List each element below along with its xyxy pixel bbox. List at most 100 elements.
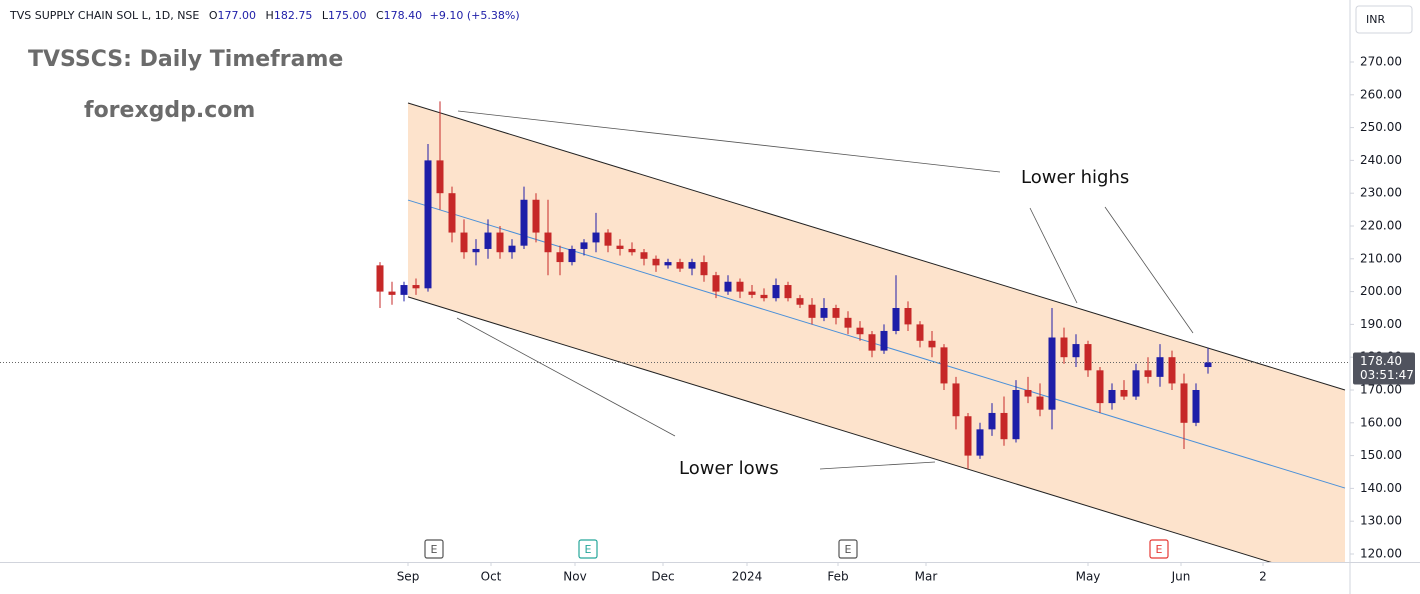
candle-body (940, 347, 948, 384)
pointer (456, 317, 676, 437)
candle-body (460, 232, 468, 253)
candle-body (1180, 383, 1188, 423)
candle-body (784, 285, 792, 299)
y-tick-label: 250.00 (1360, 120, 1402, 134)
ohlc-key: L (321, 9, 328, 22)
y-tick-label: 210.00 (1360, 251, 1402, 265)
y-tick-label: 170.00 (1360, 382, 1402, 396)
candle-body (520, 199, 528, 246)
candle-body (796, 298, 804, 305)
event-badge (1149, 539, 1169, 559)
candle-body (832, 307, 840, 318)
candle-body (604, 232, 612, 246)
candle-body (916, 324, 924, 341)
candle-body (820, 307, 828, 318)
symbol: TVS SUPPLY CHAIN SOL L, 1D, NSE (10, 9, 200, 22)
pointer (819, 461, 936, 470)
candle-body (496, 232, 504, 253)
event-label: E (1156, 543, 1163, 556)
candle-body (1156, 357, 1164, 377)
y-tick-label: 160.00 (1360, 415, 1402, 429)
candle-body (904, 307, 912, 325)
channel-layer (0, 102, 1350, 586)
candle-body (1072, 344, 1080, 358)
price-tag-value: 178.40 (1360, 354, 1402, 368)
candle-body (628, 248, 636, 253)
y-tick-label: 200.00 (1360, 284, 1402, 298)
candle-body (532, 199, 540, 233)
currency-button[interactable] (1355, 5, 1413, 34)
y-tick-label: 240.00 (1360, 153, 1402, 167)
x-tick-label: Mar (915, 570, 938, 584)
candle-body (892, 307, 900, 331)
candle-body (1192, 389, 1200, 423)
time-axis (0, 562, 1350, 594)
candle-body (1132, 370, 1140, 397)
chart-subtitle: forexgdp.com (84, 98, 255, 123)
candle-body (412, 285, 420, 289)
y-tick-label: 190.00 (1360, 317, 1402, 331)
candle-body (700, 262, 708, 276)
candle-body (388, 291, 396, 295)
ohlc-value: 182.75 (273, 9, 313, 22)
candle-body (568, 248, 576, 263)
candle-body (976, 429, 984, 456)
price-tag (1353, 352, 1415, 385)
price-axis (1350, 0, 1420, 594)
y-tick-label: 140.00 (1360, 481, 1402, 495)
candle-body (1168, 357, 1176, 384)
candle-body (748, 291, 756, 295)
x-tick-label: Sep (397, 570, 420, 584)
ohlc-key: O (208, 9, 218, 22)
candle-body (880, 330, 888, 351)
annotation: Lower lows (679, 458, 779, 479)
candle-body (448, 193, 456, 233)
candle-body (1024, 389, 1032, 397)
candle-body (1048, 337, 1056, 410)
event-badge (424, 539, 444, 559)
event-label: E (845, 543, 852, 556)
candle-body (964, 416, 972, 456)
candle-body (724, 281, 732, 292)
price-tag-timer: 03:51:47 (1360, 368, 1414, 382)
candle-body (400, 285, 408, 295)
candle-body (1096, 370, 1104, 404)
event-badge (838, 539, 858, 559)
candle-body (736, 281, 744, 292)
candle-body (640, 252, 648, 259)
x-tick-label: 2024 (732, 570, 763, 584)
candle-body (1012, 389, 1020, 440)
legend-header: TVS SUPPLY CHAIN SOL L, 1D, NSE O177.00 … (10, 9, 520, 22)
y-tick-label: 220.00 (1360, 218, 1402, 232)
ohlc-value: 177.00 (217, 9, 257, 22)
y-tick-label: 150.00 (1360, 448, 1402, 462)
y-tick-label: 230.00 (1360, 186, 1402, 200)
candle-body (988, 412, 996, 430)
ohlc-key: C (375, 9, 384, 22)
pointer-lines (456, 110, 1194, 470)
candle-body (376, 265, 384, 292)
pointer (457, 110, 1001, 173)
event-label: E (431, 543, 438, 556)
x-tick-label: Jun (1171, 570, 1191, 584)
candle-body (868, 334, 876, 351)
annotation: Lower highs (1021, 167, 1129, 188)
candle-body (424, 160, 432, 289)
candle-body (676, 262, 684, 269)
ohlc-value: 178.40 (383, 9, 423, 22)
pointer (1104, 206, 1194, 334)
ohlc-key: H (265, 9, 274, 22)
candle-body (1000, 412, 1008, 440)
candle-body (928, 340, 936, 348)
y-tick-label: 120.00 (1360, 546, 1402, 560)
candle-body (712, 275, 720, 292)
y-tick-label: 270.00 (1360, 54, 1402, 68)
pointer (1029, 207, 1078, 304)
candle-body (1120, 389, 1128, 397)
x-tick-label: Dec (651, 570, 674, 584)
candle-body (556, 252, 564, 263)
candle-body (688, 262, 696, 269)
candle-body (1144, 370, 1152, 377)
